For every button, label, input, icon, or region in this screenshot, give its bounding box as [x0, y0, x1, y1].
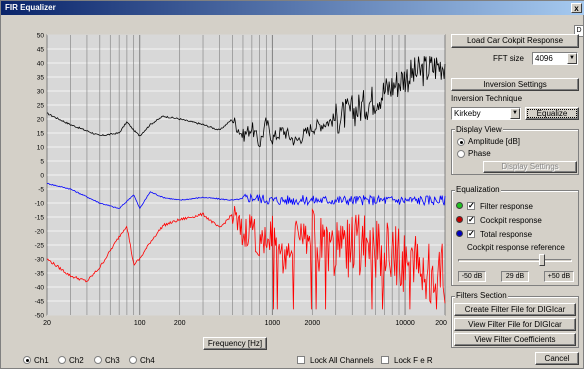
y-tick-label: -40 [35, 285, 45, 292]
channel-3-radio[interactable] [94, 356, 102, 364]
channel-2-radio[interactable] [58, 356, 66, 364]
phase-label: Phase [468, 149, 491, 158]
chevron-down-icon[interactable]: ▼ [567, 53, 577, 64]
cockpit-ref-slider-thumb[interactable] [539, 254, 545, 266]
y-tick-label: -5 [38, 187, 44, 194]
y-tick-label: 0 [40, 173, 44, 180]
y-tick-label: 40 [37, 61, 45, 68]
phase-radio[interactable] [457, 150, 465, 158]
y-tick-label: -10 [35, 201, 45, 208]
y-tick-label: 50 [37, 33, 45, 40]
y-tick-label: 10 [37, 145, 45, 152]
y-tick-label: -15 [35, 215, 45, 222]
xlabel-button[interactable]: Frequency [Hz] [203, 337, 267, 350]
y-tick-label: 25 [37, 103, 45, 110]
lock-fr-label: Lock F e R [394, 356, 433, 365]
ref-current-value: 29 dB [501, 271, 529, 282]
y-tick-label: 30 [37, 89, 45, 96]
y-tick-label: -50 [35, 313, 45, 320]
y-tick-label: -30 [35, 257, 45, 264]
close-icon[interactable]: x [571, 3, 582, 13]
y-tick-label: -25 [35, 243, 45, 250]
equalization-title: Equalization [455, 185, 501, 194]
filters-section-title: Filters Section [455, 291, 508, 300]
amplitude-radio[interactable] [457, 138, 465, 146]
red-lower-series-line [46, 205, 446, 310]
y-tick-label: 15 [37, 131, 45, 138]
chevron-down-icon[interactable]: ▼ [510, 108, 520, 119]
channel-1-label: Ch1 [34, 356, 49, 365]
channel-2-label: Ch2 [69, 356, 84, 365]
total-response-checkbox[interactable]: ✓ [467, 229, 475, 238]
blue-middle-series-line [46, 182, 446, 210]
x-tick-label: 20000 [435, 320, 447, 327]
ref-max-value: +50 dB [544, 271, 574, 282]
lock-all-label: Lock All Channels [310, 356, 374, 365]
y-tick-label: 45 [37, 47, 45, 54]
equalize-button[interactable]: Equalize [525, 107, 579, 120]
ref-min-value: -50 dB [458, 271, 486, 282]
fft-size-label: FFT size [493, 54, 524, 63]
x-tick-label: 10000 [395, 320, 415, 327]
x-tick-label: 1000 [265, 320, 281, 327]
y-tick-label: -45 [35, 299, 45, 306]
view-coefficients-button[interactable]: View Filter Coefficients [454, 333, 576, 346]
x-tick-label: 2000 [305, 320, 321, 327]
fft-size-select[interactable]: 4096 ▼ [532, 52, 578, 65]
lock-all-checkbox[interactable] [297, 356, 305, 364]
x-tick-label: 100 [134, 320, 146, 327]
channel-3-label: Ch3 [105, 356, 120, 365]
cancel-button[interactable]: Cancel [535, 352, 579, 365]
x-tick-label: 200 [174, 320, 186, 327]
y-tick-label: 35 [37, 75, 45, 82]
display-view-title: Display View [455, 125, 503, 134]
equalization-group [451, 190, 579, 286]
lock-fr-checkbox[interactable] [381, 356, 389, 364]
black-upper-series-line [46, 56, 446, 147]
cockpit-response-label: Cockpit response [480, 216, 542, 225]
cockpit-color-dot [456, 216, 463, 223]
y-tick-label: 5 [40, 159, 44, 166]
channel-4-label: Ch4 [140, 356, 155, 365]
frequency-response-chart: 50 45 40 35 30 25 20 15 10 5 0 -5 -10 -15 -20 -25 -30 -35… [21, 29, 455, 335]
inversion-technique-value: Kirkeby [454, 109, 481, 118]
filter-color-dot [456, 202, 463, 209]
inversion-technique-label: Inversion Technique [451, 94, 523, 103]
window-title: FIR Equalizer [5, 3, 56, 12]
y-tick-label: -20 [35, 229, 45, 236]
view-filter-button[interactable]: View Filter File for DIGIcar [454, 318, 576, 331]
display-settings-button[interactable]: Display Settings [483, 161, 577, 173]
x-tick-label: 20 [43, 320, 51, 327]
filter-response-label: Filter response [480, 202, 533, 211]
channel-1-radio[interactable] [23, 356, 31, 364]
chart-svg: 50454035302520151050-5-10-15-20-25-30-35… [35, 33, 455, 328]
y-tick-label: 20 [37, 117, 45, 124]
total-color-dot [456, 230, 463, 237]
y-tick-label: -35 [35, 271, 45, 278]
filter-response-checkbox[interactable]: ✓ [467, 201, 475, 210]
inversion-settings-button[interactable]: Inversion Settings [451, 78, 579, 91]
amplitude-label: Amplitude [dB] [468, 137, 521, 146]
cockpit-ref-slider-track[interactable] [458, 259, 572, 262]
total-response-label: Total response [480, 230, 533, 239]
inversion-technique-select[interactable]: Kirkeby ▼ [451, 107, 521, 120]
load-cockpit-button[interactable]: Load Car Cokpit Response [451, 34, 579, 48]
title-bar: FIR Equalizer x [1, 1, 584, 15]
cockpit-ref-label: Cockpit response reference [467, 243, 565, 252]
cockpit-response-checkbox[interactable]: ✓ [467, 215, 475, 224]
display-view-group [451, 129, 579, 175]
fft-size-value: 4096 [535, 54, 553, 63]
filters-section-group [451, 296, 579, 348]
create-filter-button[interactable]: Create Filter File for DIGIcar [454, 303, 576, 316]
channel-4-radio[interactable] [129, 356, 137, 364]
